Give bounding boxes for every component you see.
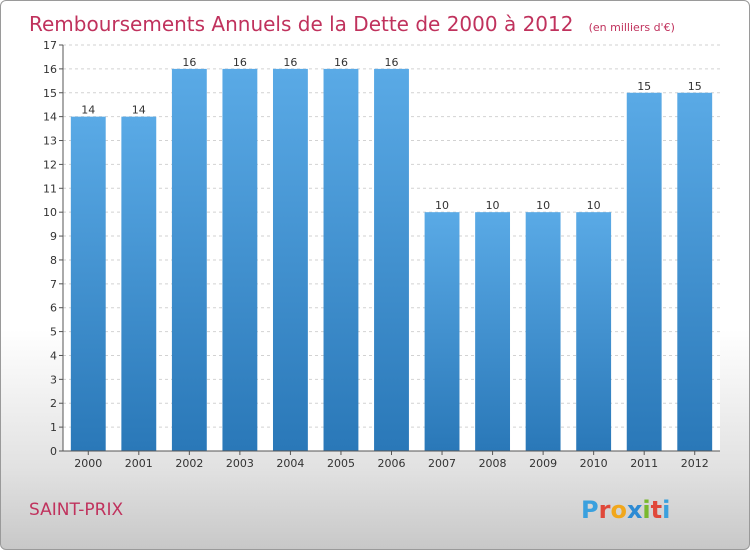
commune-name: SAINT-PRIX — [29, 500, 124, 520]
x-tick-label: 2009 — [529, 457, 557, 470]
y-tick-label: 5 — [50, 326, 57, 339]
bar-value-label: 14 — [132, 104, 146, 117]
y-tick-label: 4 — [50, 349, 57, 362]
bar-value-label: 10 — [435, 199, 449, 212]
y-tick-label: 8 — [50, 254, 57, 267]
bar — [121, 116, 157, 451]
bar-value-label: 15 — [637, 80, 651, 93]
bar-value-label: 16 — [334, 56, 348, 69]
bar-value-label: 16 — [385, 56, 399, 69]
bar — [626, 92, 662, 451]
y-tick-label: 1 — [50, 421, 57, 434]
y-tick-label: 3 — [50, 373, 57, 386]
x-tick-label: 2001 — [125, 457, 153, 470]
x-tick-label: 2007 — [428, 457, 456, 470]
x-tick-label: 2012 — [681, 457, 709, 470]
y-tick-label: 11 — [43, 182, 57, 195]
bar-value-label: 10 — [486, 199, 500, 212]
bar-value-label: 10 — [536, 199, 550, 212]
y-tick-label: 0 — [50, 445, 57, 458]
y-tick-label: 10 — [43, 206, 57, 219]
bar — [323, 68, 359, 451]
bar-value-label: 16 — [283, 56, 297, 69]
x-tick-label: 2002 — [175, 457, 203, 470]
x-tick-label: 2003 — [226, 457, 254, 470]
x-tick-label: 2000 — [74, 457, 102, 470]
x-tick-label: 2004 — [276, 457, 304, 470]
bar — [272, 68, 308, 451]
bar-value-label: 14 — [81, 104, 95, 117]
y-tick-label: 6 — [50, 302, 57, 315]
y-tick-label: 7 — [50, 278, 57, 291]
x-axis: 2000 2001 2002 2003 2004 2005 2006 2007 2008 2009… — [63, 450, 720, 470]
bar-value-label: 15 — [688, 80, 702, 93]
proxiti-logo: Proxiti — [581, 496, 670, 524]
bar — [374, 68, 409, 451]
logo-letter: t — [651, 496, 662, 524]
logo-letter: i — [662, 496, 670, 524]
bar — [171, 68, 207, 451]
y-tick-label: 16 — [43, 63, 57, 76]
y-tick-label: 2 — [50, 397, 57, 410]
bar — [424, 212, 460, 451]
bar-value-label: 16 — [182, 56, 196, 69]
logo-letter: o — [610, 496, 627, 524]
bar-value-label: 16 — [233, 56, 247, 69]
bar — [70, 116, 106, 451]
logo-letter: x — [627, 496, 643, 524]
bar — [677, 92, 713, 451]
x-tick-label: 2011 — [630, 457, 658, 470]
bars: 14 14 16 16 16 16 16 10 10 10 10 15 15 — [70, 56, 713, 451]
y-tick-label: 14 — [43, 111, 57, 124]
x-tick-label: 2005 — [327, 457, 355, 470]
chart-title-main: Remboursements Annuels de la Dette de 20… — [29, 12, 573, 36]
chart-title: Remboursements Annuels de la Dette de 20… — [29, 12, 675, 36]
x-tick-label: 2010 — [580, 457, 608, 470]
bar — [222, 68, 258, 451]
y-tick-label: 9 — [50, 230, 57, 243]
y-tick-label: 17 — [43, 39, 57, 52]
x-tick-label: 2006 — [378, 457, 406, 470]
chart-title-unit: (en milliers d'€) — [589, 21, 675, 34]
logo-letter: P — [581, 496, 599, 524]
y-tick-label: 12 — [43, 158, 57, 171]
logo-letter: i — [642, 496, 650, 524]
bar — [475, 212, 511, 451]
logo-letter: r — [599, 496, 611, 524]
x-tick-label: 2008 — [479, 457, 507, 470]
y-tick-label: 15 — [43, 87, 57, 100]
y-tick-label: 13 — [43, 135, 57, 148]
bar — [576, 212, 612, 451]
bar-value-label: 10 — [587, 199, 601, 212]
bar — [525, 212, 561, 451]
